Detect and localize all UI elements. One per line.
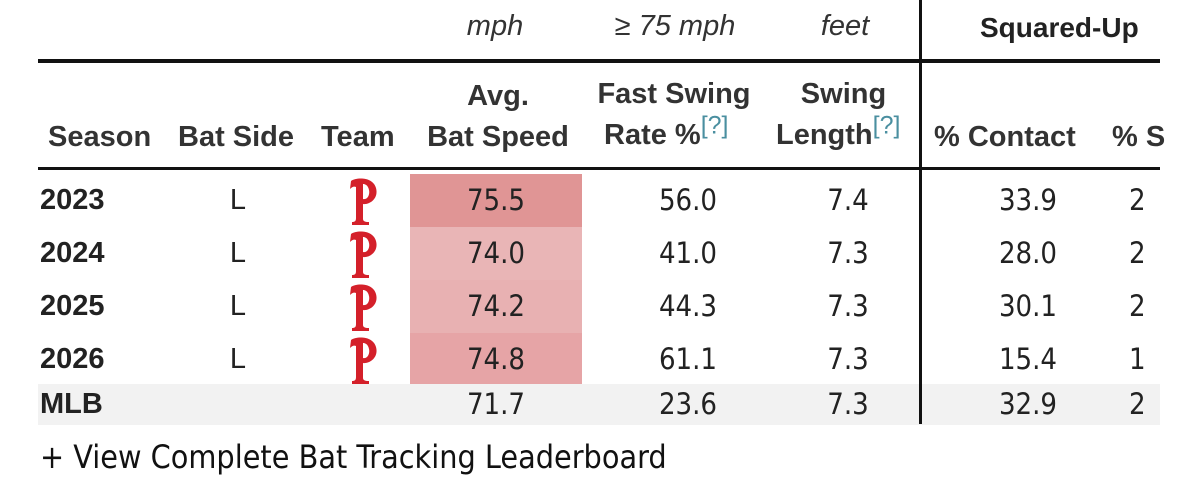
view-leaderboard-link[interactable]: + View Complete Bat Tracking Leaderboard	[40, 438, 667, 476]
table-row: 2024 L 74.0 41.0 7.3 28.0 2	[38, 227, 1160, 280]
table-row: 2025 L 74.2 44.3 7.3 30.1 2	[38, 280, 1160, 333]
contact-cell: 28.0	[998, 236, 1058, 270]
header-bat-speed-line2[interactable]: Bat Speed	[427, 121, 569, 153]
team-cell[interactable]	[333, 227, 393, 280]
bat-side-cell: L	[229, 237, 247, 269]
team-cell[interactable]	[333, 174, 393, 227]
bat-side-cell: L	[229, 290, 247, 322]
header-contact[interactable]: % Contact	[934, 121, 1076, 153]
swing-length-cell: 7.4	[827, 183, 869, 217]
unit-swing-length: feet	[820, 10, 870, 42]
phillies-p-logo-icon[interactable]	[343, 228, 383, 280]
header-bat-speed-line1[interactable]: Avg.	[467, 80, 529, 112]
fast-swing-rate-cell: 23.6	[658, 387, 718, 421]
unit-fast-swing: ≥ 75 mph	[614, 10, 736, 42]
bat-speed-cell: 71.7	[466, 387, 526, 421]
contact-cell: 30.1	[998, 289, 1058, 323]
squared-up-cell: 2	[1129, 183, 1146, 217]
swing-length-help-link[interactable]: [?]	[872, 111, 901, 140]
bat-speed-cell: 74.0	[410, 227, 582, 280]
column-group-divider	[919, 0, 922, 424]
swing-length-cell: 7.3	[827, 236, 869, 270]
swing-length-cell: 7.3	[827, 342, 869, 376]
season-cell: 2026	[40, 343, 105, 375]
season-cell: 2024	[40, 237, 105, 269]
squared-up-cell: 2	[1129, 289, 1146, 323]
season-cell: MLB	[40, 388, 103, 420]
bat-speed-cell: 75.5	[410, 174, 582, 227]
header-bat-side[interactable]: Bat Side	[178, 121, 295, 153]
phillies-p-logo-icon[interactable]	[343, 175, 383, 227]
bat-speed-cell: 74.8	[410, 333, 582, 386]
header-fast-swing-line2[interactable]: Rate %[?]	[604, 113, 729, 154]
contact-cell: 33.9	[998, 183, 1058, 217]
header-swing-length-line2[interactable]: Length[?]	[776, 113, 900, 154]
bat-side-cell: L	[229, 343, 247, 375]
swing-length-cell: 7.3	[827, 387, 869, 421]
bat-speed-cell: 74.2	[410, 280, 582, 333]
header-swing-length-label: Length	[776, 119, 873, 151]
header-swing-length-line1[interactable]: Swing	[800, 78, 887, 110]
contact-cell: 32.9	[998, 387, 1058, 421]
fast-swing-rate-cell: 61.1	[658, 342, 718, 376]
unit-bat-speed: mph	[466, 10, 524, 42]
fast-swing-rate-cell: 41.0	[658, 236, 718, 270]
phillies-p-logo-icon[interactable]	[343, 281, 383, 333]
team-cell[interactable]	[333, 333, 393, 386]
header-bottom-rule	[38, 167, 1160, 170]
contact-cell: 15.4	[998, 342, 1058, 376]
header-top-rule	[38, 59, 1160, 63]
phillies-p-logo-icon[interactable]	[343, 334, 383, 386]
season-cell: 2025	[40, 290, 105, 322]
swing-length-cell: 7.3	[827, 289, 869, 323]
header-team[interactable]: Team	[321, 121, 395, 153]
fast-swing-rate-cell: 44.3	[658, 289, 718, 323]
squared-up-cell: 1	[1129, 342, 1146, 376]
team-cell[interactable]	[333, 280, 393, 333]
header-fast-swing-line1[interactable]: Fast Swing	[597, 78, 751, 110]
table-row: 2023 L 75.5 56.0 7.4 33.9 2	[38, 174, 1160, 227]
group-header-squared-up: Squared-Up	[980, 12, 1139, 43]
squared-up-cell: 2	[1129, 387, 1146, 421]
table-row: 2026 L 74.8 61.1 7.3 15.4 1	[38, 333, 1160, 386]
fast-swing-rate-cell: 56.0	[658, 183, 718, 217]
header-season[interactable]: Season	[48, 121, 152, 153]
header-fast-swing-label: Rate %	[604, 119, 701, 151]
season-cell: 2023	[40, 184, 105, 216]
fast-swing-help-link[interactable]: [?]	[700, 111, 729, 140]
mlb-average-row: MLB 71.7 23.6 7.3 32.9 2	[38, 384, 1160, 425]
bat-side-cell: L	[229, 184, 247, 216]
header-squared-up-partial[interactable]: % S	[1112, 121, 1166, 153]
squared-up-cell: 2	[1129, 236, 1146, 270]
